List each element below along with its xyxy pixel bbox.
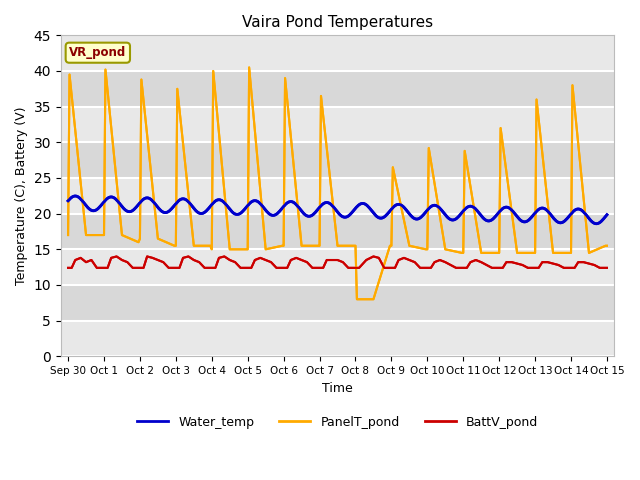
Bar	[61, 214, 614, 249]
Bar	[61, 36, 614, 71]
Bar	[61, 71, 614, 107]
Bar	[61, 143, 614, 178]
Bar	[61, 249, 614, 285]
X-axis label: Time: Time	[322, 382, 353, 395]
Y-axis label: Temperature (C), Battery (V): Temperature (C), Battery (V)	[15, 107, 28, 285]
Title: Vaira Pond Temperatures: Vaira Pond Temperatures	[242, 15, 433, 30]
Bar	[61, 285, 614, 321]
Bar	[61, 178, 614, 214]
Bar	[61, 107, 614, 143]
Legend: Water_temp, PanelT_pond, BattV_pond: Water_temp, PanelT_pond, BattV_pond	[132, 411, 543, 434]
Text: VR_pond: VR_pond	[69, 46, 127, 59]
Bar	[61, 321, 614, 356]
